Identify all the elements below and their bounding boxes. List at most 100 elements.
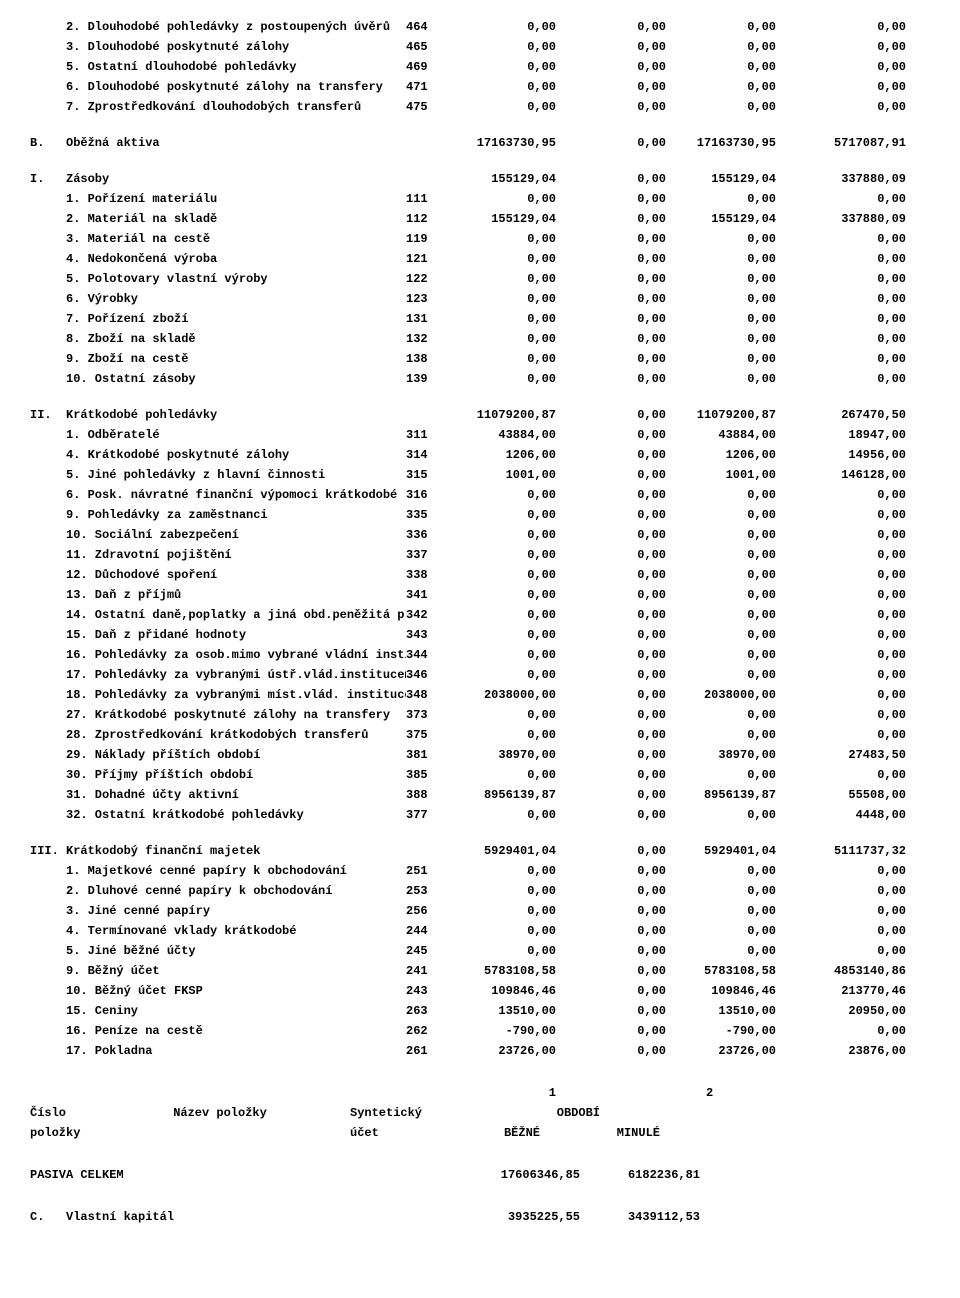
- row-value: 0,00: [776, 688, 906, 702]
- row-account: 311: [406, 428, 446, 442]
- row-value: 0,00: [776, 768, 906, 782]
- row-label: 5. Ostatní dlouhodobé pohledávky: [66, 60, 406, 74]
- table-row: 9. Běžný účet2415783108,580,005783108,58…: [30, 964, 930, 978]
- row-label: 17. Pohledávky za vybranými ústř.vlád.in…: [66, 668, 406, 682]
- row-value: 27483,50: [776, 748, 906, 762]
- row-account: 338: [406, 568, 446, 582]
- row-value: 155129,04: [446, 212, 556, 226]
- row-value: 0,00: [556, 588, 666, 602]
- row-value: 0,00: [776, 608, 906, 622]
- row-account: 341: [406, 588, 446, 602]
- row-value: 0,00: [446, 608, 556, 622]
- row-value: 0,00: [666, 668, 776, 682]
- row-account: 132: [406, 332, 446, 346]
- row-value: 0,00: [666, 252, 776, 266]
- row-value: 0,00: [556, 548, 666, 562]
- row-value: 0,00: [776, 312, 906, 326]
- row-value: 0,00: [666, 192, 776, 206]
- row-value: 0,00: [666, 100, 776, 114]
- row-value: 155129,04: [446, 172, 556, 186]
- row-label: 27. Krátkodobé poskytnuté zálohy na tran…: [66, 708, 406, 722]
- row-value: 0,00: [556, 60, 666, 74]
- row-value: 0,00: [556, 628, 666, 642]
- c-label: Vlastní kapitál: [66, 1210, 460, 1224]
- pasiva-label: PASIVA CELKEM: [30, 1168, 460, 1182]
- table-row: 3. Jiné cenné papíry2560,000,000,000,00: [30, 904, 930, 918]
- table-row: 16. Pohledávky za osob.mimo vybrané vlád…: [30, 648, 930, 662]
- row-value: 337880,09: [776, 172, 906, 186]
- row-value: 0,00: [666, 508, 776, 522]
- table-row: 9. Pohledávky za zaměstnanci3350,000,000…: [30, 508, 930, 522]
- row-label: 31. Dohadné účty aktivní: [66, 788, 406, 802]
- table-row: 5. Polotovary vlastní výroby1220,000,000…: [30, 272, 930, 286]
- row-value: 4853140,86: [776, 964, 906, 978]
- row-value: 0,00: [446, 548, 556, 562]
- table-row: 28. Zprostředkování krátkodobých transfe…: [30, 728, 930, 742]
- row-account: 335: [406, 508, 446, 522]
- row-value: 55508,00: [776, 788, 906, 802]
- row-value: 0,00: [556, 408, 666, 422]
- table-row: 15. Ceniny26313510,000,0013510,0020950,0…: [30, 1004, 930, 1018]
- row-label: 2. Dluhové cenné papíry k obchodování: [66, 884, 406, 898]
- row-value: 0,00: [556, 100, 666, 114]
- row-value: 0,00: [446, 944, 556, 958]
- row-value: 0,00: [666, 332, 776, 346]
- row-label: 16. Peníze na cestě: [66, 1024, 406, 1038]
- row-value: 0,00: [446, 232, 556, 246]
- row-account: 343: [406, 628, 446, 642]
- row-account: 119: [406, 232, 446, 246]
- row-label: 9. Zboží na cestě: [66, 352, 406, 366]
- row-value: 0,00: [556, 252, 666, 266]
- row-value: 0,00: [446, 568, 556, 582]
- row-value: 0,00: [446, 312, 556, 326]
- table-row: 8. Zboží na skladě1320,000,000,000,00: [30, 332, 930, 346]
- row-value: 0,00: [666, 528, 776, 542]
- label-bezne: BĚŽNÉ: [460, 1126, 540, 1140]
- label-cislo: Číslo: [30, 1106, 90, 1120]
- table-row: 4. Termínované vklady krátkodobé2440,000…: [30, 924, 930, 938]
- row-account: 121: [406, 252, 446, 266]
- row-value: 0,00: [556, 468, 666, 482]
- table-row: 30. Příjmy příštích období3850,000,000,0…: [30, 768, 930, 782]
- row-value: 0,00: [666, 768, 776, 782]
- row-label: 32. Ostatní krátkodobé pohledávky: [66, 808, 406, 822]
- table-row: 5. Ostatní dlouhodobé pohledávky4690,000…: [30, 60, 930, 74]
- row-value: 0,00: [556, 728, 666, 742]
- table-row: 29. Náklady příštích období38138970,000,…: [30, 748, 930, 762]
- row-value: 0,00: [446, 20, 556, 34]
- row-value: 38970,00: [666, 748, 776, 762]
- row-account: 471: [406, 80, 446, 94]
- row-value: 0,00: [446, 628, 556, 642]
- row-prefix: III.: [30, 844, 66, 858]
- section-header: B.Oběžná aktiva17163730,950,0017163730,9…: [30, 136, 930, 150]
- vlastni-kapital-row: C. Vlastní kapitál 3935225,55 3439112,53: [30, 1210, 930, 1224]
- row-value: 0,00: [666, 728, 776, 742]
- row-value: 0,00: [776, 508, 906, 522]
- row-label: 2. Dlouhodobé pohledávky z postoupených …: [66, 20, 406, 34]
- financial-table: 2. Dlouhodobé pohledávky z postoupených …: [30, 20, 930, 1058]
- row-value: 0,00: [446, 352, 556, 366]
- row-account: 251: [406, 864, 446, 878]
- row-value: 0,00: [556, 688, 666, 702]
- row-value: 0,00: [446, 272, 556, 286]
- row-value: 0,00: [776, 588, 906, 602]
- row-account: 373: [406, 708, 446, 722]
- row-value: 5783108,58: [666, 964, 776, 978]
- row-value: 0,00: [556, 844, 666, 858]
- row-value: 5111737,32: [776, 844, 906, 858]
- row-value: 0,00: [446, 924, 556, 938]
- row-value: 0,00: [556, 272, 666, 286]
- row-value: 0,00: [556, 312, 666, 326]
- row-value: 0,00: [666, 944, 776, 958]
- row-value: 0,00: [446, 904, 556, 918]
- pasiva-v1: 17606346,85: [460, 1168, 580, 1182]
- row-value: 0,00: [666, 372, 776, 386]
- c-v2: 3439112,53: [580, 1210, 700, 1224]
- row-account: 385: [406, 768, 446, 782]
- row-value: 2038000,00: [666, 688, 776, 702]
- row-value: 0,00: [446, 768, 556, 782]
- row-value: 1001,00: [666, 468, 776, 482]
- row-value: 0,00: [446, 508, 556, 522]
- row-label: 7. Zprostředkování dlouhodobých transfer…: [66, 100, 406, 114]
- table-row: 1. Pořízení materiálu1110,000,000,000,00: [30, 192, 930, 206]
